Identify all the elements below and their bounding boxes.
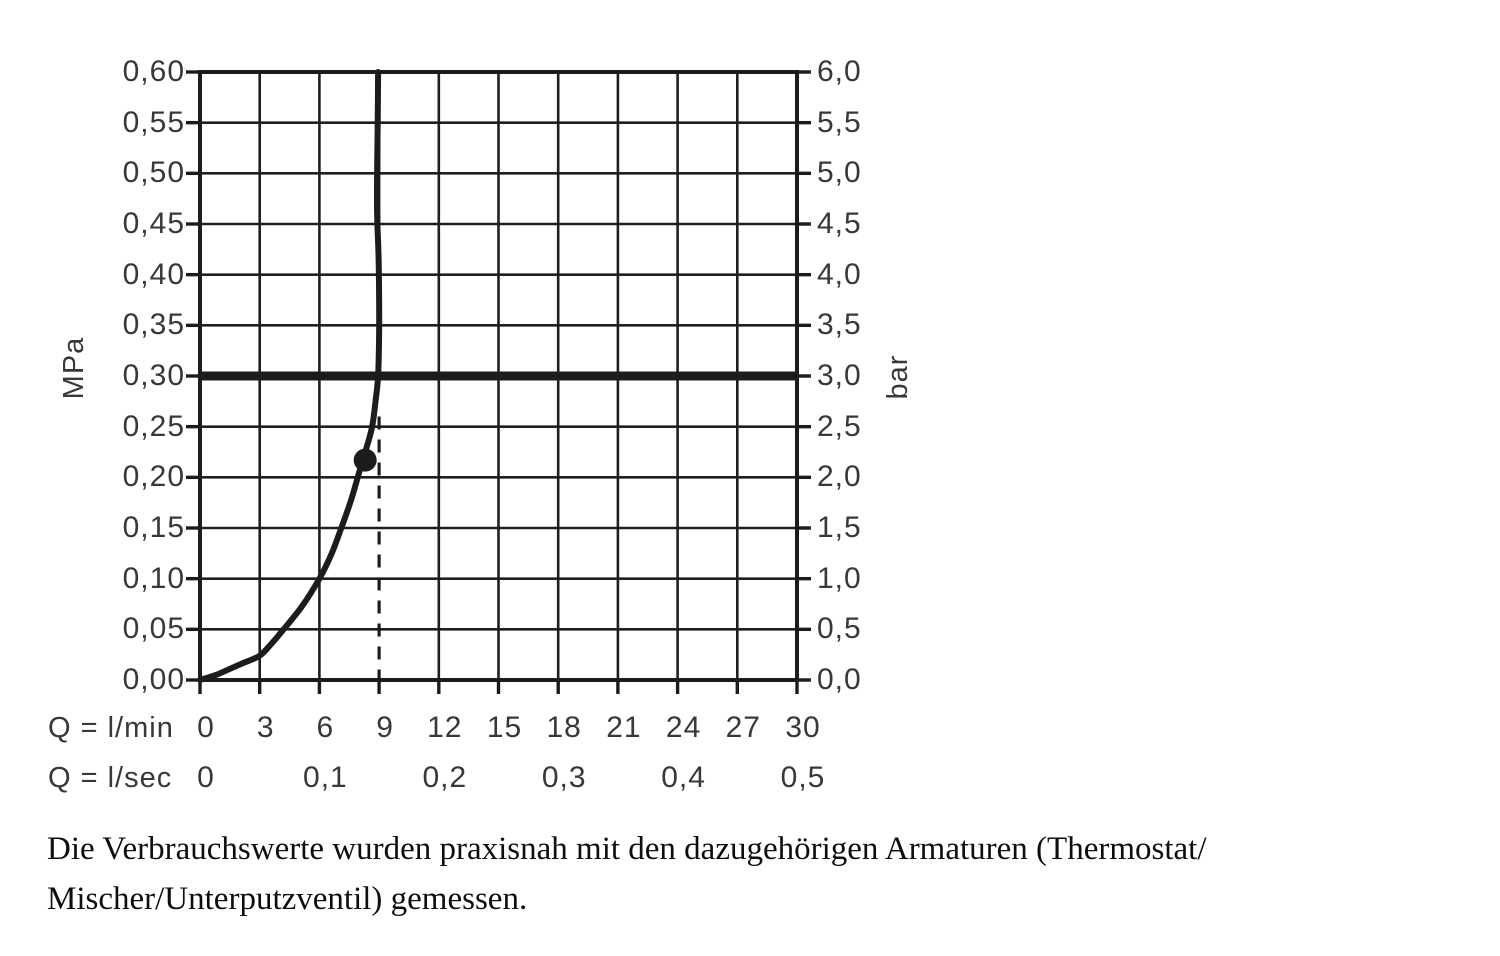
y-axis-left-tick-label: 0,40 (122, 257, 185, 291)
y-axis-left-tick-label: 0,00 (122, 663, 185, 696)
x-axis-lsec-tick-label: 0,5 (780, 761, 826, 794)
x-axis-lmin-tick-label: 15 (486, 711, 523, 744)
x-axis-lmin-tick-label: 0 (197, 711, 215, 744)
flow-pressure-curve (197, 69, 383, 683)
y-axis-left-tick-label: 0,20 (122, 460, 185, 494)
y-axis-right-tick-label: 2,0 (817, 460, 862, 494)
y-axis-right-tick-label: 5,5 (817, 105, 862, 139)
y-axis-right-tick-label: 1,0 (817, 561, 862, 595)
y-axis-right-tick-label: 1,5 (817, 511, 862, 544)
x-axis-lmin-tick-label: 6 (316, 711, 335, 744)
x-axis-lmin-title: Q = l/min (48, 712, 174, 744)
x-axis-lsec-tick-label: 0 (197, 761, 215, 794)
x-axis-lmin-tick-label: 12 (427, 711, 463, 744)
y-axis-left-tick-label: 0,30 (122, 359, 185, 392)
y-axis-right-tick-label: 4,5 (817, 207, 862, 240)
caption: Die Verbrauchswerte wurden praxisnah mit… (47, 824, 1207, 924)
flow-pressure-chart: 0,60 0,55 0,50 0,45 0,40 0,35 0,30 0,25 0,20 0,15… (48, 55, 914, 794)
curve-marker-dot (353, 448, 377, 472)
x-axis-lmin-tick-label: 18 (546, 711, 582, 744)
y-axis-right-tick-label: 5,0 (817, 156, 862, 190)
y-axis-right-tick-label: 2,5 (817, 409, 862, 443)
caption-line-2: Mischer/Unterputzventil) gemessen. (47, 881, 528, 917)
y-axis-left-tick-label: 0,15 (122, 511, 185, 544)
x-axis-lsec-tick-label: 0,4 (661, 761, 706, 794)
y-axis-right-tick-label: 3,5 (817, 308, 862, 342)
x-axis-lmin-tick-label: 27 (725, 711, 761, 744)
y-axis-right-tick-label: 0,5 (817, 612, 862, 646)
x-axis-lmin-tick-label: 24 (665, 711, 702, 744)
tick-labels-layer: 0,60 0,55 0,50 0,45 0,40 0,35 0,30 0,25 0,20 0,15… (122, 55, 862, 794)
y-axis-left-tick-label: 0,05 (122, 612, 185, 646)
x-axis-lmin-tick-label: 3 (256, 711, 275, 744)
x-axis-lmin-tick-label: 30 (785, 711, 821, 744)
x-axis-lsec-tick-label: 0,2 (422, 761, 468, 794)
y-axis-right-tick-label: 6,0 (817, 55, 862, 88)
y-axis-right-tick-label: 3,0 (817, 359, 862, 392)
y-axis-left-tick-label: 0,55 (122, 105, 185, 139)
y-axis-left-tick-label: 0,25 (122, 409, 185, 443)
y-axis-left-tick-label: 0,10 (122, 561, 185, 595)
y-axis-left-title: MPa (58, 336, 90, 400)
y-axis-left-tick-label: 0,60 (122, 55, 185, 88)
y-axis-left-tick-label: 0,35 (122, 308, 185, 342)
x-axis-lsec-tick-label: 0,1 (303, 761, 348, 794)
chart-canvas (186, 69, 811, 694)
x-axis-lsec-title: Q = l/sec (48, 762, 173, 794)
y-axis-right-tick-label: 4,0 (817, 257, 862, 291)
caption-line-1: Die Verbrauchswerte wurden praxisnah mit… (47, 831, 1207, 867)
x-axis-lsec-tick-label: 0,3 (541, 761, 587, 794)
x-axis-lmin-tick-label: 9 (376, 711, 394, 744)
y-axis-left-tick-label: 0,50 (122, 156, 185, 190)
y-axis-right-title: bar (882, 354, 914, 400)
y-axis-left-tick-label: 0,45 (122, 207, 185, 240)
x-axis-lmin-tick-label: 21 (606, 711, 642, 744)
y-axis-right-tick-label: 0,0 (817, 663, 862, 696)
